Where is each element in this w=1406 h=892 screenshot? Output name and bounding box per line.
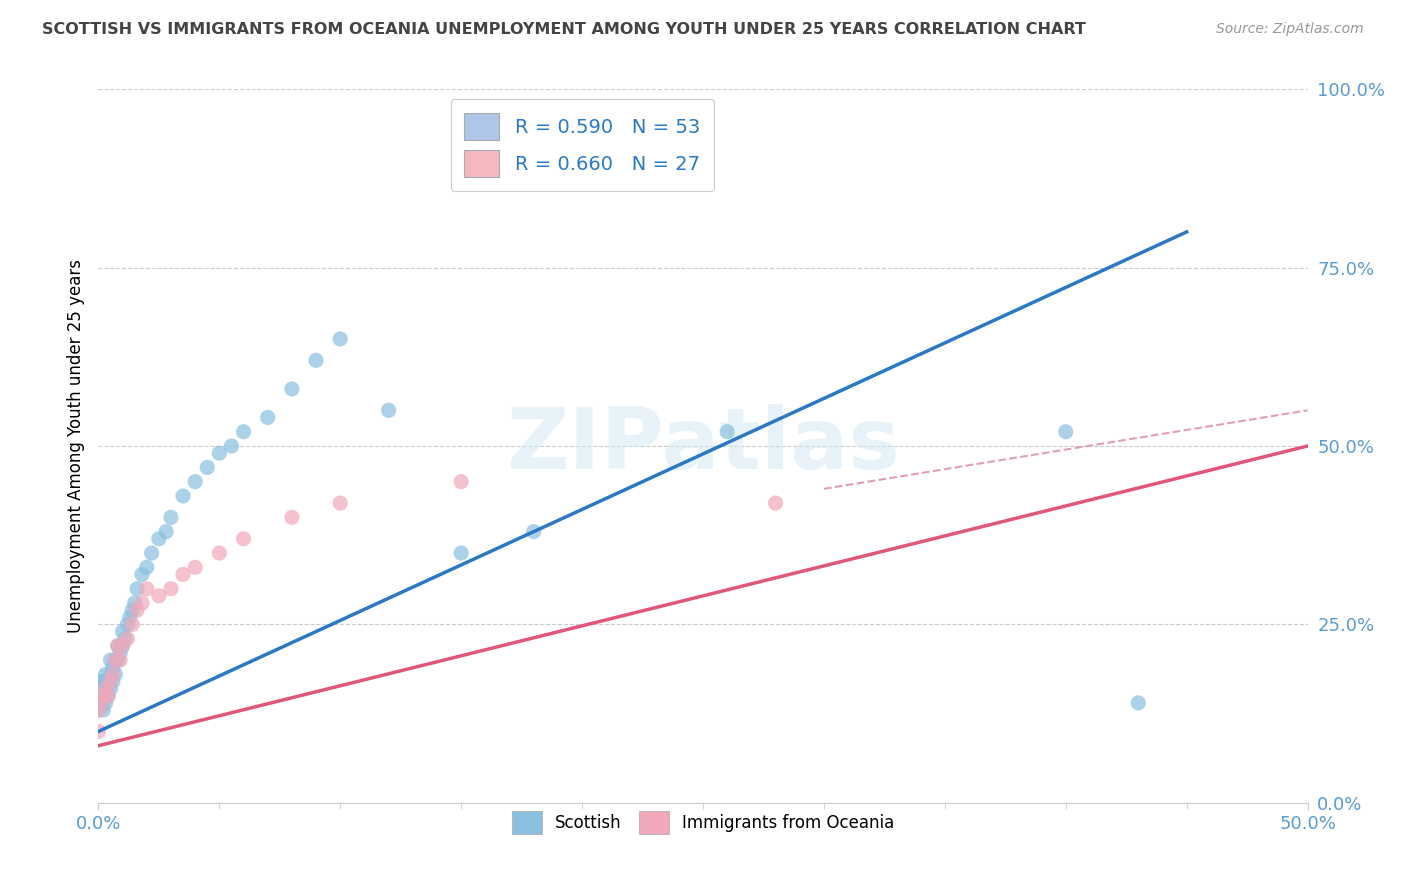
Point bbox=[135, 560, 157, 574]
Point bbox=[87, 703, 110, 717]
Point bbox=[101, 674, 124, 689]
Point bbox=[184, 560, 207, 574]
Point bbox=[104, 653, 127, 667]
Legend: Scottish, Immigrants from Oceania: Scottish, Immigrants from Oceania bbox=[502, 801, 904, 845]
Point bbox=[104, 653, 127, 667]
Point bbox=[131, 567, 153, 582]
Point bbox=[172, 489, 194, 503]
Text: Source: ZipAtlas.com: Source: ZipAtlas.com bbox=[1216, 22, 1364, 37]
Point bbox=[131, 596, 153, 610]
Point bbox=[97, 674, 120, 689]
Point bbox=[108, 653, 131, 667]
Point bbox=[1054, 425, 1077, 439]
Point bbox=[117, 617, 139, 632]
Point bbox=[121, 603, 143, 617]
Point bbox=[94, 681, 117, 696]
Point bbox=[94, 696, 117, 710]
Text: SCOTTISH VS IMMIGRANTS FROM OCEANIA UNEMPLOYMENT AMONG YOUTH UNDER 25 YEARS CORR: SCOTTISH VS IMMIGRANTS FROM OCEANIA UNEM… bbox=[42, 22, 1085, 37]
Point bbox=[100, 653, 122, 667]
Point bbox=[100, 667, 122, 681]
Point bbox=[90, 696, 112, 710]
Point bbox=[118, 610, 141, 624]
Point bbox=[305, 353, 328, 368]
Text: ZIPatlas: ZIPatlas bbox=[506, 404, 900, 488]
Point bbox=[184, 475, 207, 489]
Point bbox=[87, 724, 110, 739]
Point bbox=[523, 524, 546, 539]
Point bbox=[91, 703, 114, 717]
Point bbox=[91, 689, 114, 703]
Point bbox=[101, 667, 124, 681]
Point bbox=[111, 624, 134, 639]
Y-axis label: Unemployment Among Youth under 25 years: Unemployment Among Youth under 25 years bbox=[66, 259, 84, 633]
Point bbox=[148, 589, 170, 603]
Point bbox=[117, 632, 139, 646]
Point bbox=[124, 596, 146, 610]
Point bbox=[256, 410, 278, 425]
Point bbox=[450, 546, 472, 560]
Point bbox=[195, 460, 218, 475]
Point bbox=[91, 689, 114, 703]
Point bbox=[172, 567, 194, 582]
Point bbox=[100, 681, 122, 696]
Point bbox=[90, 681, 112, 696]
Point bbox=[148, 532, 170, 546]
Point bbox=[232, 425, 254, 439]
Point bbox=[91, 674, 114, 689]
Point bbox=[141, 546, 163, 560]
Point bbox=[329, 332, 352, 346]
Point bbox=[97, 689, 120, 703]
Point bbox=[1128, 696, 1150, 710]
Point bbox=[155, 524, 177, 539]
Point bbox=[94, 667, 117, 681]
Point bbox=[160, 582, 183, 596]
Point bbox=[329, 496, 352, 510]
Point bbox=[107, 639, 129, 653]
Point bbox=[208, 446, 231, 460]
Point bbox=[208, 546, 231, 560]
Point bbox=[87, 689, 110, 703]
Point bbox=[94, 681, 117, 696]
Point bbox=[121, 617, 143, 632]
Point bbox=[716, 425, 738, 439]
Point bbox=[127, 582, 149, 596]
Point bbox=[97, 689, 120, 703]
Point bbox=[100, 674, 122, 689]
Point bbox=[377, 403, 399, 417]
Point bbox=[107, 653, 129, 667]
Point bbox=[87, 703, 110, 717]
Point bbox=[281, 382, 304, 396]
Point bbox=[135, 582, 157, 596]
Point bbox=[107, 639, 129, 653]
Point bbox=[101, 660, 124, 674]
Point bbox=[114, 632, 136, 646]
Point bbox=[281, 510, 304, 524]
Point bbox=[87, 674, 110, 689]
Point bbox=[111, 639, 134, 653]
Point bbox=[160, 510, 183, 524]
Point bbox=[127, 603, 149, 617]
Point bbox=[232, 532, 254, 546]
Point bbox=[90, 696, 112, 710]
Point bbox=[765, 496, 787, 510]
Point bbox=[221, 439, 243, 453]
Point bbox=[450, 475, 472, 489]
Point bbox=[108, 646, 131, 660]
Point bbox=[111, 639, 134, 653]
Point bbox=[104, 667, 127, 681]
